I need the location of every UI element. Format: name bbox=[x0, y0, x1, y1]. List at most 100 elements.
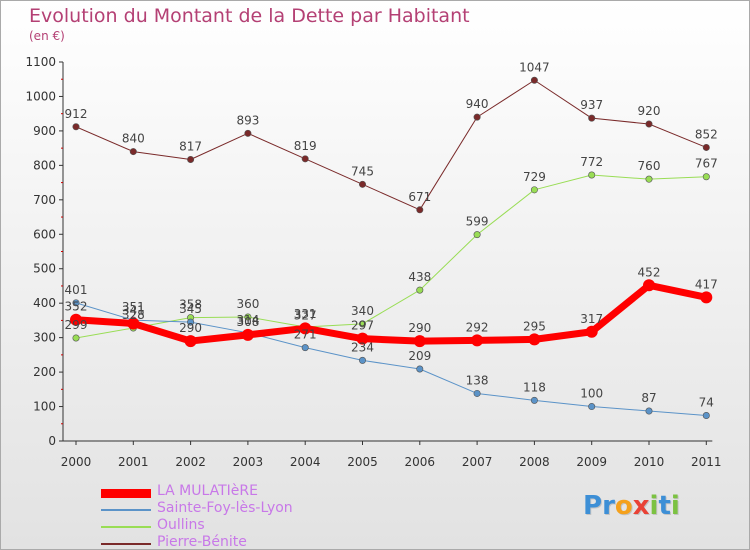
data-label: 340 bbox=[351, 304, 374, 318]
data-label: 438 bbox=[408, 270, 431, 284]
data-point bbox=[416, 365, 424, 373]
data-label: 360 bbox=[236, 297, 259, 311]
data-point bbox=[645, 407, 653, 415]
brand-letter: x bbox=[632, 491, 650, 521]
data-label: 328 bbox=[122, 308, 145, 322]
legend-label: Sainte-Foy-lès-Lyon bbox=[157, 500, 293, 516]
y-tick-label: 800 bbox=[33, 158, 56, 172]
axes: 0 100 200 300 400 500 600 700 800 900 1000 1100 2000… bbox=[25, 55, 721, 469]
data-point bbox=[299, 322, 312, 335]
brand-logo: Proxiti bbox=[583, 491, 680, 521]
data-point bbox=[244, 129, 252, 137]
legend-swatch bbox=[101, 526, 151, 528]
data-point bbox=[702, 412, 710, 420]
data-point bbox=[473, 113, 481, 121]
data-label: 331 bbox=[294, 307, 317, 321]
data-label: 74 bbox=[699, 396, 714, 410]
data-label: 772 bbox=[580, 155, 603, 169]
data-label: 893 bbox=[236, 113, 259, 127]
data-point bbox=[645, 175, 653, 183]
data-label: 452 bbox=[638, 265, 661, 279]
data-label: 351 bbox=[122, 300, 145, 314]
data-point bbox=[588, 171, 596, 179]
data-label: 401 bbox=[65, 283, 88, 297]
data-point bbox=[358, 320, 366, 328]
data-point bbox=[356, 332, 369, 345]
data-point bbox=[530, 186, 538, 194]
data-label: 297 bbox=[351, 319, 374, 333]
series-layer bbox=[70, 76, 713, 420]
data-point bbox=[473, 231, 481, 239]
x-tick-label: 2006 bbox=[405, 455, 436, 469]
data-label: 940 bbox=[466, 97, 489, 111]
data-label: 341 bbox=[122, 304, 145, 318]
data-point bbox=[358, 356, 366, 364]
legend-label: Pierre-Bénite bbox=[157, 534, 247, 550]
x-tick-label: 2004 bbox=[290, 455, 321, 469]
data-label: 295 bbox=[523, 319, 546, 333]
data-label: 100 bbox=[580, 387, 603, 401]
y-tick-label: 400 bbox=[33, 296, 56, 310]
data-label: 729 bbox=[523, 170, 546, 184]
x-tick-label: 2001 bbox=[118, 455, 149, 469]
data-point bbox=[645, 120, 653, 128]
series-0 bbox=[70, 279, 713, 348]
data-point bbox=[244, 313, 252, 321]
y-tick-label: 900 bbox=[33, 124, 56, 138]
data-label: 314 bbox=[236, 313, 259, 327]
legend-label: Oullins bbox=[157, 517, 205, 533]
x-tick-label: 2007 bbox=[462, 455, 493, 469]
y-tick-label: 300 bbox=[33, 331, 56, 345]
data-label: 271 bbox=[294, 328, 317, 342]
brand-letter: i bbox=[670, 491, 680, 521]
data-label: 138 bbox=[466, 373, 489, 387]
data-labels-layer: 352 341 290 308 327 297 290 292 295 317 452 417 401 3… bbox=[65, 60, 718, 409]
legend-label: LA MULATIèRE bbox=[157, 483, 258, 499]
x-tick-label: 2002 bbox=[175, 455, 206, 469]
data-label: 308 bbox=[236, 315, 259, 329]
series-line bbox=[75, 174, 707, 339]
data-point bbox=[72, 299, 80, 307]
y-tick-label: 1100 bbox=[25, 55, 56, 69]
brand-letter: r bbox=[602, 491, 615, 521]
x-tick-label: 2009 bbox=[576, 455, 607, 469]
data-label: 920 bbox=[638, 104, 661, 118]
data-point bbox=[530, 76, 538, 84]
data-label: 345 bbox=[179, 302, 202, 316]
data-label: 234 bbox=[351, 340, 374, 354]
data-point bbox=[700, 291, 713, 304]
legend-swatch bbox=[101, 509, 151, 511]
data-point bbox=[129, 148, 137, 156]
x-tick-label: 2008 bbox=[519, 455, 550, 469]
series-line bbox=[72, 281, 710, 345]
y-tick-label: 500 bbox=[33, 262, 56, 276]
x-tick-label: 2011 bbox=[691, 455, 722, 469]
data-label: 1047 bbox=[519, 60, 550, 74]
data-point bbox=[416, 206, 424, 214]
brand-letter: o bbox=[614, 491, 633, 521]
data-point bbox=[585, 325, 598, 338]
y-tick-label: 700 bbox=[33, 193, 56, 207]
data-point bbox=[184, 335, 197, 348]
data-point bbox=[301, 344, 309, 352]
data-label: 209 bbox=[408, 349, 431, 363]
data-label: 87 bbox=[641, 391, 656, 405]
data-point bbox=[588, 114, 596, 122]
data-point bbox=[471, 334, 484, 347]
data-label: 745 bbox=[351, 164, 374, 178]
series-3 bbox=[72, 76, 710, 214]
data-label: 671 bbox=[408, 190, 431, 204]
data-point bbox=[702, 173, 710, 181]
x-tick-label: 2010 bbox=[634, 455, 665, 469]
data-point bbox=[588, 403, 596, 411]
data-label: 937 bbox=[580, 98, 603, 112]
data-point bbox=[301, 155, 309, 163]
data-point bbox=[530, 396, 538, 404]
data-point bbox=[72, 334, 80, 342]
y-tick-label: 0 bbox=[48, 434, 56, 448]
data-point bbox=[413, 335, 426, 348]
brand-letter: t bbox=[658, 491, 671, 521]
data-label: 327 bbox=[294, 308, 317, 322]
